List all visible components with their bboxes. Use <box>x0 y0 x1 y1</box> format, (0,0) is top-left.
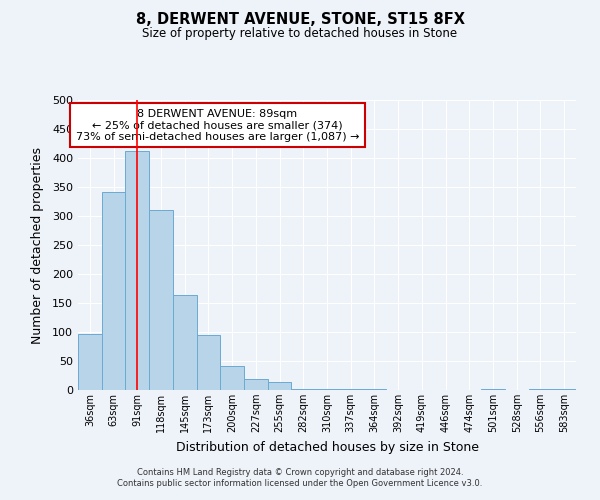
Bar <box>102 192 125 390</box>
X-axis label: Distribution of detached houses by size in Stone: Distribution of detached houses by size … <box>176 440 479 454</box>
Bar <box>268 382 292 390</box>
Bar <box>149 210 173 390</box>
Bar <box>244 379 268 390</box>
Bar <box>197 336 220 390</box>
Text: 8 DERWENT AVENUE: 89sqm
← 25% of detached houses are smaller (374)
73% of semi-d: 8 DERWENT AVENUE: 89sqm ← 25% of detache… <box>76 108 359 142</box>
Bar <box>292 389 315 390</box>
Y-axis label: Number of detached properties: Number of detached properties <box>31 146 44 344</box>
Bar <box>125 151 149 390</box>
Text: Size of property relative to detached houses in Stone: Size of property relative to detached ho… <box>142 28 458 40</box>
Bar <box>173 296 197 390</box>
Text: 8, DERWENT AVENUE, STONE, ST15 8FX: 8, DERWENT AVENUE, STONE, ST15 8FX <box>136 12 464 28</box>
Bar <box>78 334 102 390</box>
Bar <box>220 366 244 390</box>
Bar <box>315 389 339 390</box>
Text: Contains HM Land Registry data © Crown copyright and database right 2024.
Contai: Contains HM Land Registry data © Crown c… <box>118 468 482 487</box>
